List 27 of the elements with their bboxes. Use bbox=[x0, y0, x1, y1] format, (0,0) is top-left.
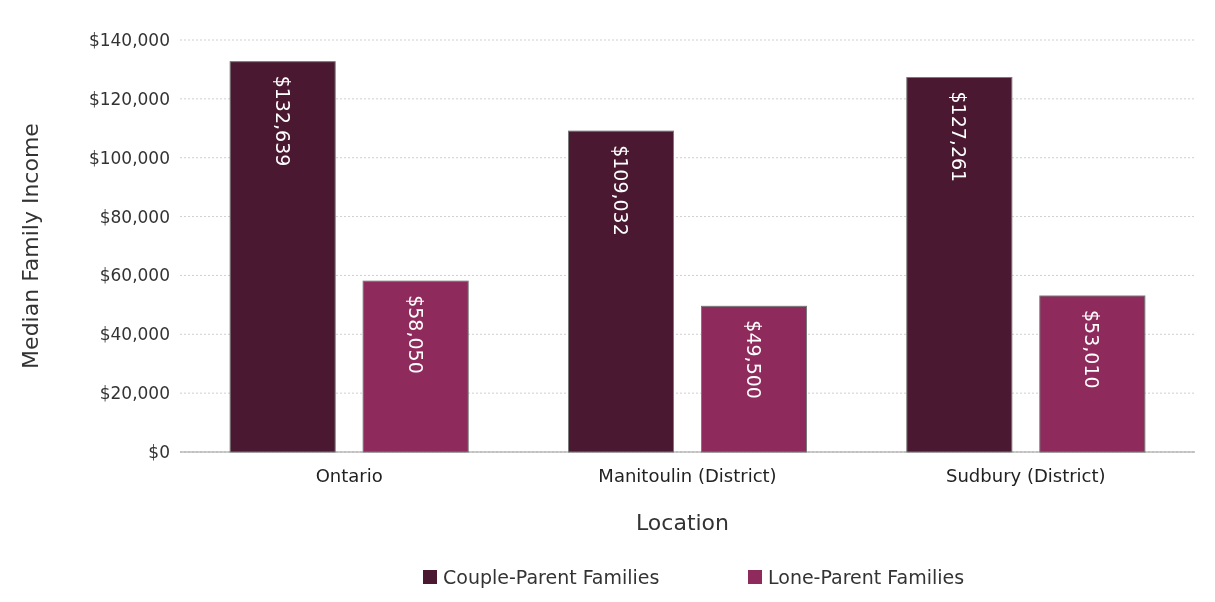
data-label: $58,050 bbox=[404, 295, 427, 374]
data-label: $49,500 bbox=[743, 320, 765, 399]
x-tick-label: Manitoulin (District) bbox=[598, 465, 777, 486]
y-tick-label: $20,000 bbox=[99, 383, 170, 404]
bar bbox=[568, 130, 674, 453]
bar bbox=[362, 280, 469, 453]
y-tick-label: $0 bbox=[148, 442, 170, 462]
y-tick-label: $80,000 bbox=[99, 206, 170, 227]
bar bbox=[1039, 295, 1146, 453]
legend-label: Lone-Parent Families bbox=[768, 566, 965, 588]
y-tick-label: $100,000 bbox=[88, 147, 170, 168]
y-tick-label: $140,000 bbox=[88, 30, 170, 50]
bar bbox=[701, 305, 807, 453]
bar bbox=[906, 76, 1013, 453]
y-axis-title: Median Family Income bbox=[18, 123, 43, 369]
data-label: $109,032 bbox=[610, 145, 632, 236]
legend-label: Couple-Parent Families bbox=[443, 566, 660, 588]
x-tick-label: Sudbury (District) bbox=[946, 465, 1106, 486]
x-tick-label: Ontario bbox=[315, 465, 383, 486]
data-label: $132,639 bbox=[271, 75, 294, 167]
data-label: $53,010 bbox=[1081, 310, 1104, 389]
y-tick-label: $60,000 bbox=[99, 265, 170, 286]
y-tick-label: $40,000 bbox=[99, 324, 170, 345]
y-tick-label: $120,000 bbox=[88, 88, 170, 109]
bar bbox=[229, 61, 336, 453]
x-axis-title: Location bbox=[635, 510, 730, 535]
data-label: $127,261 bbox=[948, 91, 971, 183]
